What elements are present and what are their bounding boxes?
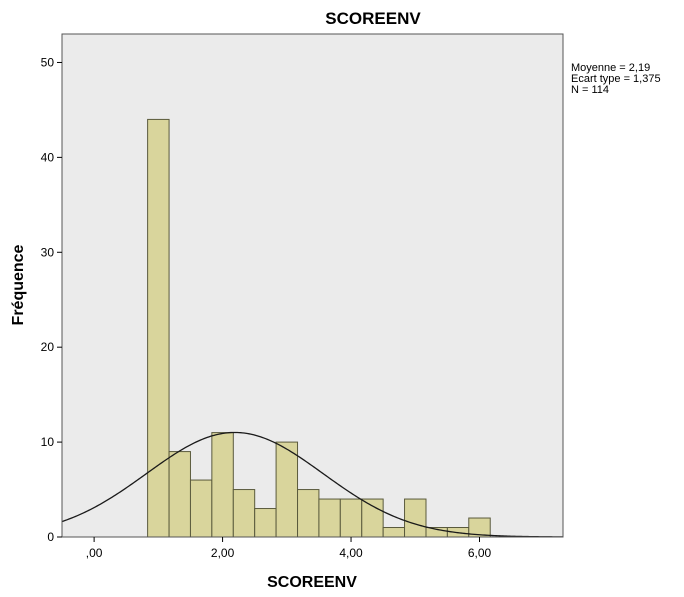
y-tick-label: 10	[41, 435, 55, 449]
chart-title: SCOREENV	[325, 9, 421, 28]
histogram-bar	[318, 498, 341, 538]
y-tick-label: 40	[41, 150, 55, 164]
histogram-bar	[254, 508, 277, 538]
x-tick-label: ,00	[86, 546, 103, 560]
histogram-bar	[339, 498, 363, 538]
plot-frame	[61, 33, 564, 538]
y-tick-label: 0	[47, 530, 54, 544]
y-axis-label: Fréquence	[10, 244, 27, 325]
histogram-bar	[189, 479, 213, 538]
histogram-bar	[361, 498, 384, 538]
histogram-bar	[168, 451, 191, 538]
histogram-bar	[147, 118, 170, 538]
histogram-bar	[211, 432, 234, 538]
x-tick-label: 2,00	[211, 546, 235, 560]
histogram-bar	[232, 489, 256, 538]
stats-line: Moyenne = 2,19	[571, 62, 650, 74]
histogram-bar	[382, 527, 406, 538]
histogram-bar	[297, 489, 320, 538]
histogram-bar	[275, 441, 299, 538]
x-tick-label: 6,00	[468, 546, 492, 560]
x-axis-label: SCOREENV	[267, 574, 357, 591]
normal-curve	[61, 431, 564, 538]
y-tick-label: 20	[41, 340, 55, 354]
x-axis: ,00 2,00 4,00 6,00	[86, 537, 492, 560]
y-axis: 0 10 20 30 40 50	[41, 55, 62, 544]
stats-line: N = 114	[571, 84, 609, 96]
y-tick-label: 50	[41, 55, 55, 69]
x-tick-label: 4,00	[339, 546, 363, 560]
histogram-bar	[404, 498, 427, 538]
plot-area	[62, 34, 563, 537]
histogram-bars	[147, 118, 491, 538]
y-tick-label: 30	[41, 245, 55, 259]
stats-line: Ecart type = 1,375	[571, 73, 661, 85]
